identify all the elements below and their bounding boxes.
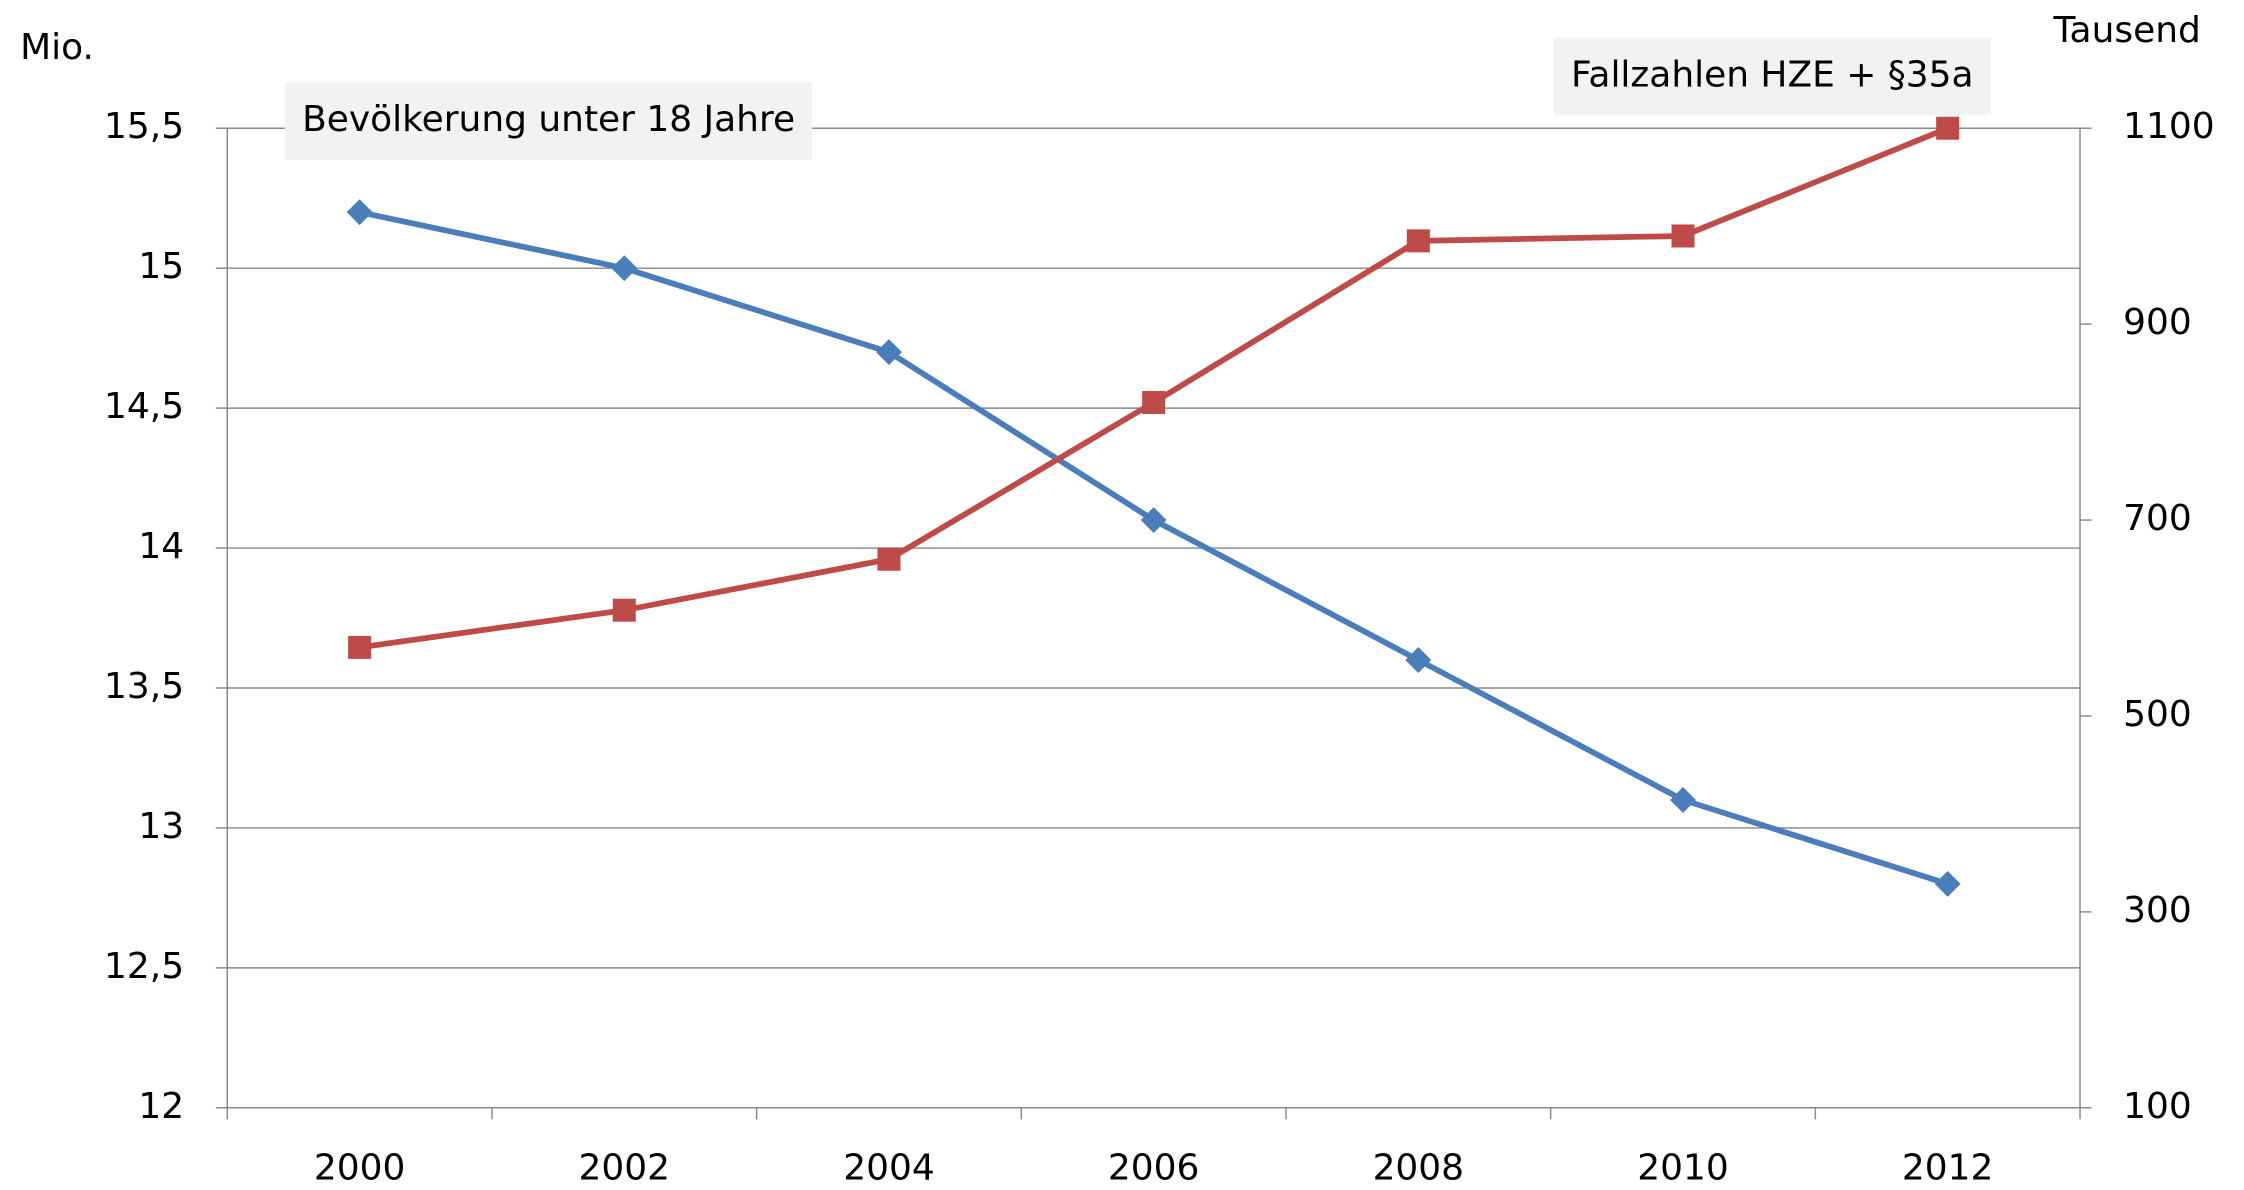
marker: [876, 339, 902, 366]
x-tick-label: 2010: [1637, 1148, 1729, 1189]
marker: [1934, 870, 1961, 897]
marker: [1670, 786, 1696, 813]
legend-box: [284, 82, 813, 160]
marker: [346, 199, 373, 226]
y-tick-label: 12,5: [104, 946, 184, 987]
y2-tick-label: 700: [2123, 498, 2192, 539]
x-tick-label: 2006: [1108, 1148, 1200, 1189]
y-tick-label: 13: [138, 806, 184, 847]
x-tick-label: 2000: [314, 1148, 406, 1189]
legend-box: [1553, 37, 1991, 116]
marker: [1142, 390, 1166, 415]
marker: [1406, 229, 1430, 253]
legend-label: Fallzahlen HZE + §35a: [1571, 54, 1974, 95]
y-tick-label: 15,5: [104, 106, 184, 147]
y2-tick-label: 900: [2123, 302, 2192, 343]
marker: [1405, 647, 1432, 673]
y2-tick-label: 300: [2123, 890, 2192, 931]
y2-axis-label: Tausend: [2053, 10, 2201, 51]
y-tick-label: 15: [138, 246, 184, 287]
y-axis-label: Mio.: [20, 27, 94, 68]
y-tick-label: 12: [138, 1086, 184, 1127]
marker: [348, 635, 372, 659]
marker: [611, 255, 638, 282]
legend-label: Bevölkerung unter 18 Jahre: [302, 99, 795, 140]
x-tick-label: 2008: [1373, 1148, 1465, 1189]
x-tick-label: 2004: [843, 1148, 935, 1189]
marker: [1140, 507, 1167, 534]
marker: [612, 598, 636, 622]
marker: [877, 547, 901, 571]
marker: [1671, 224, 1695, 248]
y2-tick-label: 500: [2123, 694, 2192, 735]
y-tick-label: 14: [138, 526, 184, 567]
marker: [1936, 116, 1960, 140]
x-tick-label: 2002: [579, 1148, 670, 1189]
series-line: [359, 125, 1949, 651]
y2-tick-label: 100: [2123, 1086, 2192, 1127]
y-tick-label: 13,5: [104, 666, 184, 707]
x-tick-label: 2012: [1902, 1148, 1994, 1189]
y2-tick-label: 1100: [2123, 106, 2215, 147]
y-tick-label: 14,5: [104, 386, 184, 427]
